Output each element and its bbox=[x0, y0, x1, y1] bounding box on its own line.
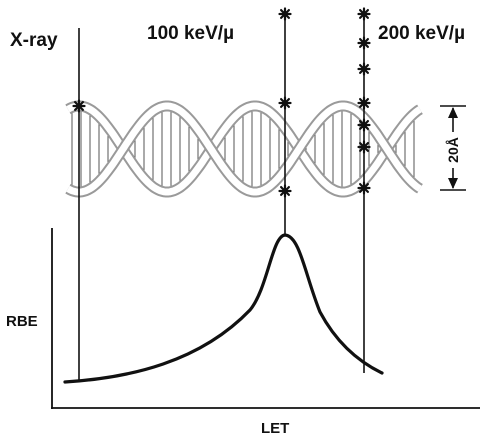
arrow-up-icon bbox=[448, 107, 458, 118]
ionization-star-core bbox=[361, 66, 367, 72]
kev100-label: 100 keV/µ bbox=[147, 23, 234, 44]
helix-strand-b bbox=[66, 102, 422, 196]
ionization-events bbox=[72, 7, 371, 198]
arrow-down-icon bbox=[448, 178, 458, 189]
ionization-star-core bbox=[76, 103, 82, 109]
ionization-star-core bbox=[282, 11, 288, 17]
xray-label: X-ray bbox=[10, 30, 58, 51]
helix-strand-a bbox=[66, 102, 422, 196]
scale-label: 20Å bbox=[445, 137, 461, 163]
axes bbox=[51, 228, 480, 409]
rbe-curve bbox=[63, 233, 384, 384]
dna-helix bbox=[65, 100, 423, 198]
ionization-star-core bbox=[282, 100, 288, 106]
ionization-star-core bbox=[361, 144, 367, 150]
ionization-star-core bbox=[361, 185, 367, 191]
y-axis-label: RBE bbox=[6, 313, 38, 330]
ionization-star-core bbox=[361, 11, 367, 17]
ionization-star-core bbox=[282, 188, 288, 194]
kev200-label: 200 keV/µ bbox=[378, 23, 465, 44]
ionization-star-core bbox=[361, 100, 367, 106]
x-axis-label: LET bbox=[261, 420, 289, 437]
base-pair-rungs bbox=[71, 106, 415, 192]
ionization-star-core bbox=[361, 40, 367, 46]
ionization-star-core bbox=[361, 122, 367, 128]
scale-bar: 20Å bbox=[440, 105, 466, 191]
